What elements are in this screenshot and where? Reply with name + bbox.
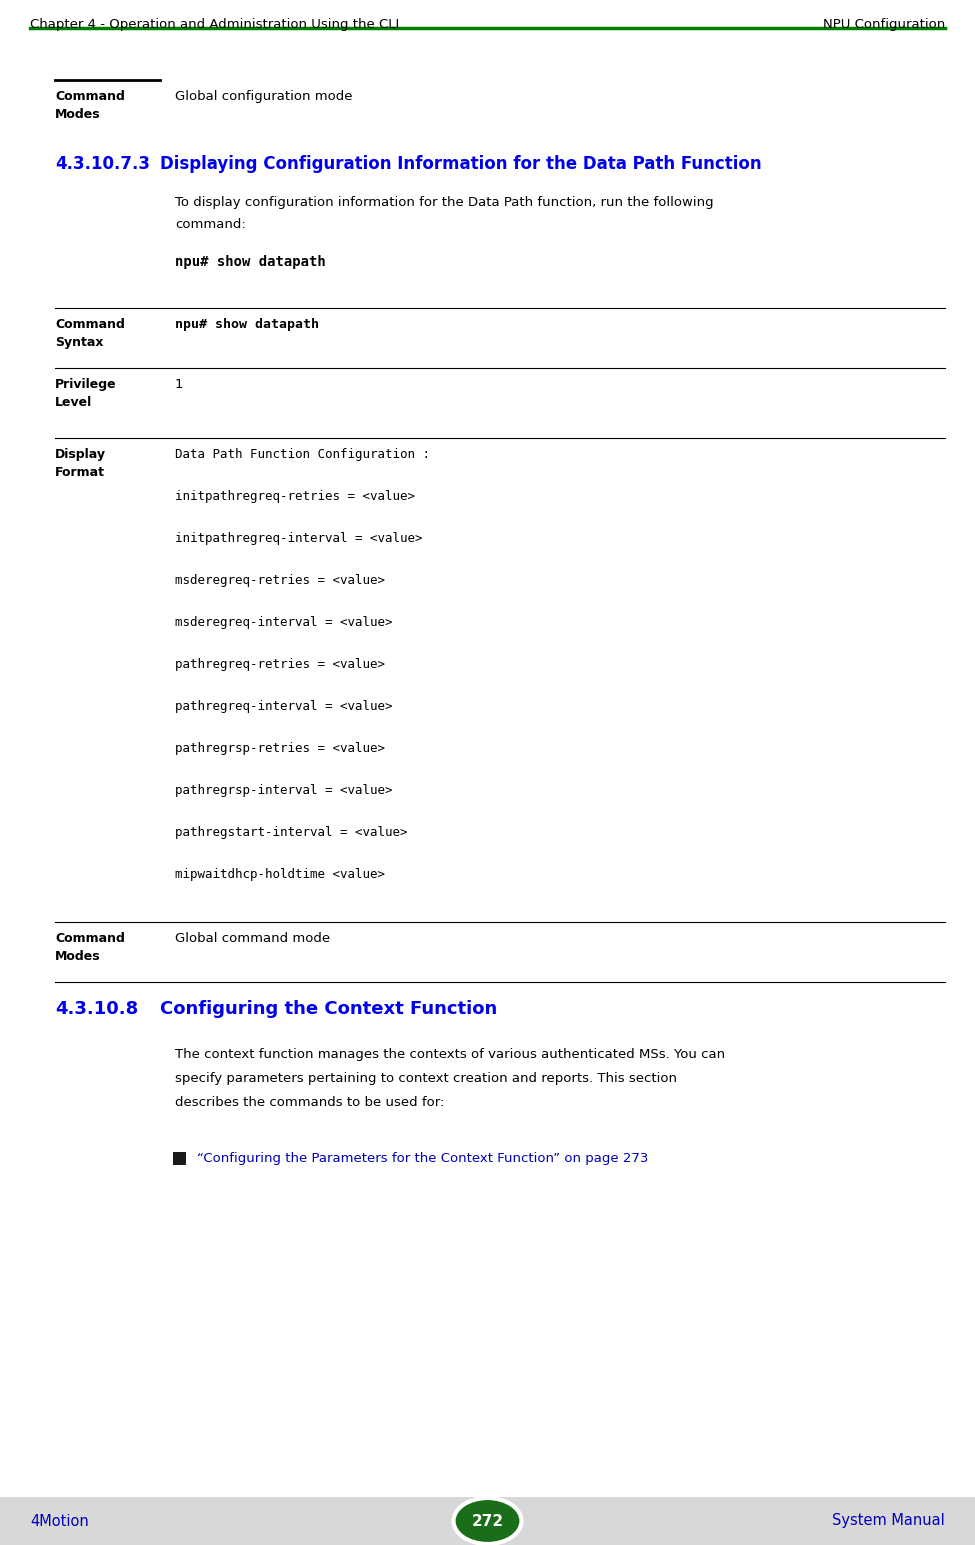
Text: Configuring the Context Function: Configuring the Context Function xyxy=(160,1000,497,1018)
Text: msderegreq-interval = <value>: msderegreq-interval = <value> xyxy=(175,616,393,629)
Text: Command: Command xyxy=(55,932,125,946)
Text: “Configuring the Parameters for the Context Function” on page 273: “Configuring the Parameters for the Cont… xyxy=(197,1153,648,1165)
Text: 4.3.10.8: 4.3.10.8 xyxy=(55,1000,138,1018)
Text: Modes: Modes xyxy=(55,108,100,121)
Text: Data Path Function Configuration :: Data Path Function Configuration : xyxy=(175,448,430,460)
Text: System Manual: System Manual xyxy=(833,1514,945,1528)
Text: Global command mode: Global command mode xyxy=(175,932,331,946)
Text: npu# show datapath: npu# show datapath xyxy=(175,255,326,269)
Text: Command: Command xyxy=(55,318,125,331)
Text: pathregreq-interval = <value>: pathregreq-interval = <value> xyxy=(175,700,393,712)
Text: pathregstart-interval = <value>: pathregstart-interval = <value> xyxy=(175,827,408,839)
Text: Modes: Modes xyxy=(55,950,100,963)
FancyBboxPatch shape xyxy=(0,1497,975,1545)
Text: Privilege: Privilege xyxy=(55,379,117,391)
Text: pathregrsp-retries = <value>: pathregrsp-retries = <value> xyxy=(175,742,385,756)
Text: Display: Display xyxy=(55,448,106,460)
Text: Displaying Configuration Information for the Data Path Function: Displaying Configuration Information for… xyxy=(160,154,761,173)
Text: describes the commands to be used for:: describes the commands to be used for: xyxy=(175,1095,445,1109)
Text: command:: command: xyxy=(175,218,246,232)
Text: Level: Level xyxy=(55,396,93,409)
Text: Global configuration mode: Global configuration mode xyxy=(175,90,353,104)
Text: To display configuration information for the Data Path function, run the followi: To display configuration information for… xyxy=(175,196,714,209)
Text: msderegreq-retries = <value>: msderegreq-retries = <value> xyxy=(175,575,385,587)
Text: Format: Format xyxy=(55,467,105,479)
Text: initpathregreq-retries = <value>: initpathregreq-retries = <value> xyxy=(175,490,415,504)
Text: NPU Configuration: NPU Configuration xyxy=(823,19,945,31)
Text: 4.3.10.7.3: 4.3.10.7.3 xyxy=(55,154,150,173)
Text: pathregreq-retries = <value>: pathregreq-retries = <value> xyxy=(175,658,385,671)
Text: npu# show datapath: npu# show datapath xyxy=(175,318,319,331)
Text: 1: 1 xyxy=(175,379,183,391)
Text: pathregrsp-interval = <value>: pathregrsp-interval = <value> xyxy=(175,783,393,797)
Ellipse shape xyxy=(453,1499,522,1543)
Text: Command: Command xyxy=(55,90,125,104)
Text: mipwaitdhcp-holdtime <value>: mipwaitdhcp-holdtime <value> xyxy=(175,868,385,881)
Text: Chapter 4 - Operation and Administration Using the CLI: Chapter 4 - Operation and Administration… xyxy=(30,19,399,31)
Text: 272: 272 xyxy=(472,1514,503,1528)
Text: specify parameters pertaining to context creation and reports. This section: specify parameters pertaining to context… xyxy=(175,1072,677,1085)
Text: initpathregreq-interval = <value>: initpathregreq-interval = <value> xyxy=(175,531,422,545)
Text: 4Motion: 4Motion xyxy=(30,1514,89,1528)
Text: Syntax: Syntax xyxy=(55,335,103,349)
Text: The context function manages the contexts of various authenticated MSs. You can: The context function manages the context… xyxy=(175,1048,725,1061)
FancyBboxPatch shape xyxy=(173,1153,186,1165)
